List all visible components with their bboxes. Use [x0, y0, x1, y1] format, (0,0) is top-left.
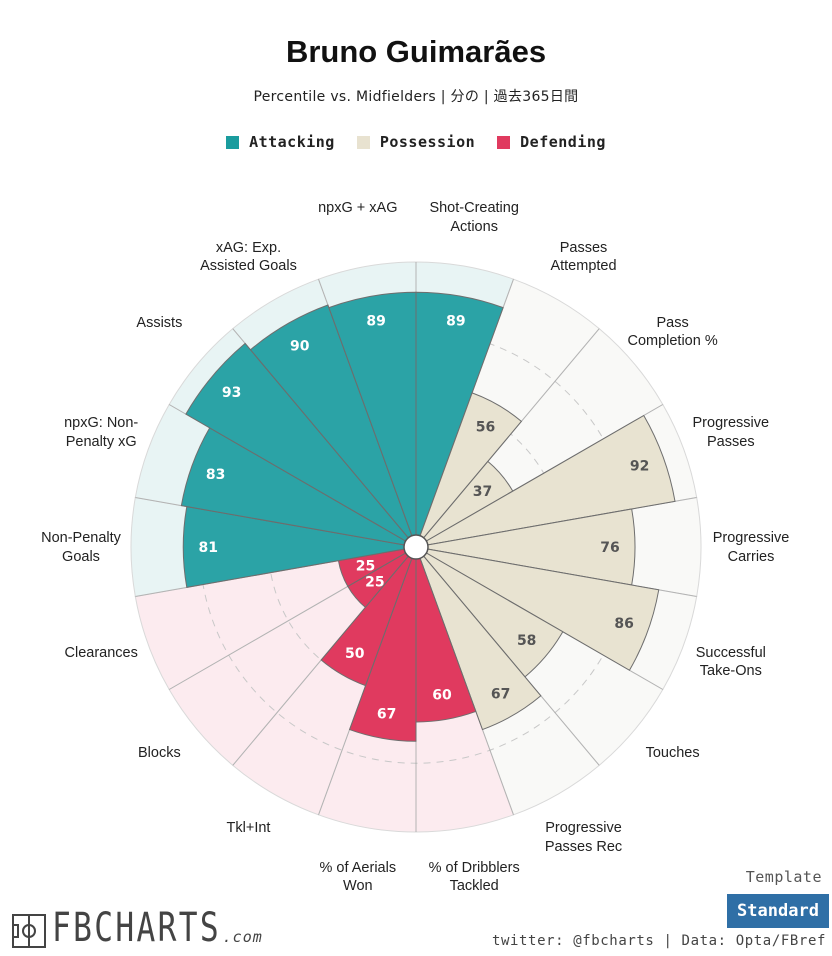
legend-swatch-defending [497, 135, 511, 149]
radial-divider [418, 556, 514, 815]
radial-divider [135, 497, 407, 546]
value-label: 56 [476, 420, 495, 436]
category-label: Successful Take-Ons [695, 644, 766, 680]
category-label: npxG: Non- Penalty xG [64, 415, 139, 450]
value-label: 37 [473, 484, 492, 500]
category-label: npxG + xAG [318, 200, 398, 217]
radial-divider [232, 554, 410, 766]
category-label: Passes Attempted [550, 239, 617, 275]
chart-title: Bruno Guimarães [285, 34, 547, 69]
radial-divider [168, 404, 408, 543]
value-label: 83 [206, 467, 225, 483]
value-label: 93 [222, 385, 241, 401]
value-label: 67 [377, 707, 396, 723]
radial-divider [424, 551, 664, 690]
category-label: Assists [136, 314, 183, 331]
logo-suffix: .com [222, 928, 263, 946]
legend-item-defending: Defending [497, 133, 606, 151]
value-label: 89 [366, 314, 385, 330]
value-label: 89 [446, 314, 465, 330]
category-label: Touches [645, 745, 700, 762]
radial-divider [318, 279, 414, 538]
category-label: % of Dribblers Tackled [428, 859, 520, 895]
radial-divider [425, 548, 697, 597]
radial-divider [318, 556, 414, 815]
category-label: Progressive Passes Rec [544, 820, 623, 855]
radial-divider [232, 328, 410, 540]
radial-divider [418, 279, 514, 538]
credits: twitter: @fbcharts | Data: Opta/FBref [491, 933, 826, 949]
logo-text: FBCHARTS [52, 905, 221, 951]
category-label: Non-Penalty Goals [41, 530, 121, 565]
radial-divider [422, 328, 600, 540]
legend-label-attacking: Attacking [249, 133, 335, 151]
value-label: 67 [491, 687, 510, 703]
value-label: 60 [432, 688, 452, 704]
legend-label-defending: Defending [520, 133, 606, 151]
category-label: % of Aerials Won [319, 859, 397, 895]
radial-divider [135, 548, 407, 597]
legend-item-possession: Possession [356, 133, 476, 151]
category-label: xAG: Exp. Assisted Goals [200, 239, 297, 275]
center-hole [403, 534, 429, 560]
radial-divider [422, 554, 600, 766]
category-label: Tkl+Int [226, 820, 271, 837]
fbcharts-logo: FBCHARTS .com [12, 908, 263, 948]
chart-subtitle: Percentile vs. Midfielders | 分の | 過去365日… [253, 89, 579, 105]
template-badge: Standard [727, 894, 829, 928]
legend-item-attacking: Attacking [226, 133, 335, 151]
legend-label-possession: Possession [379, 133, 476, 151]
category-label: Pass Completion % [627, 314, 718, 350]
category-label: Clearances [64, 644, 138, 661]
legend-swatch-attacking [226, 135, 240, 149]
value-label: 81 [199, 540, 218, 556]
category-label: Progressive Carries [712, 530, 790, 565]
value-label: 50 [345, 646, 365, 662]
radial-divider [424, 404, 664, 543]
template-label: Template [745, 868, 822, 886]
radial-divider [425, 497, 697, 546]
legend-swatch-possession [356, 135, 370, 149]
radial-divider [168, 551, 408, 690]
value-label: 25 [365, 575, 384, 591]
legend: Attacking Possession Defending [0, 133, 832, 151]
category-label: Shot-Creating Actions [429, 200, 519, 235]
value-label: 76 [600, 540, 619, 556]
pitch-icon [12, 914, 46, 948]
value-label: 90 [290, 339, 310, 355]
value-label: 92 [630, 459, 649, 475]
category-label: Progressive Passes [692, 415, 770, 450]
value-label: 25 [356, 558, 375, 574]
category-label: Blocks [138, 745, 181, 762]
value-label: 58 [517, 633, 536, 649]
value-label: 86 [614, 616, 633, 632]
